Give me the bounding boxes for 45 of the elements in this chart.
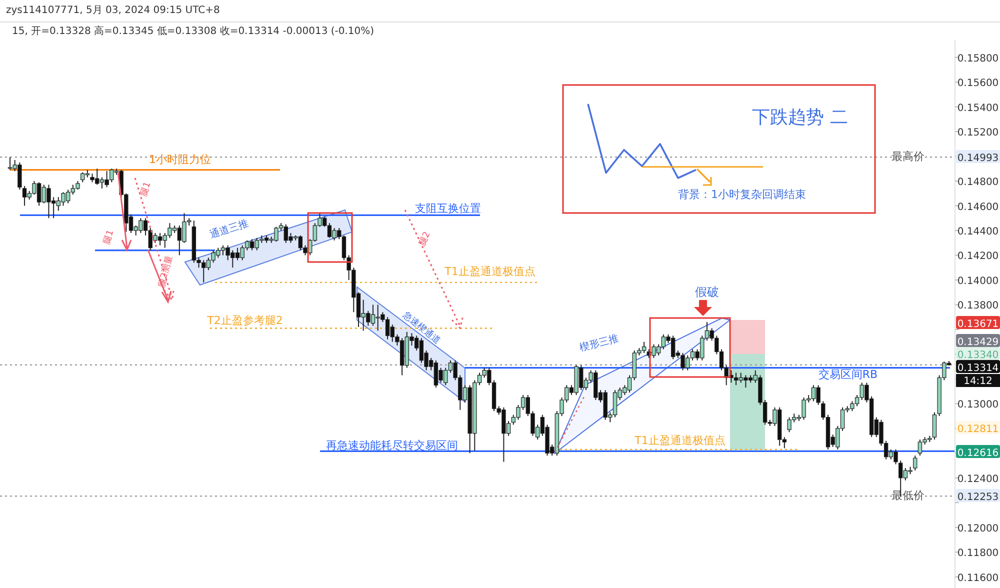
candlestick	[932, 412, 937, 440]
text: 0.13671	[957, 319, 999, 330]
annotation: 通道三推	[208, 217, 250, 242]
y-tick-label: 0.14000	[957, 276, 999, 287]
y-tick-label: 0.13800	[957, 300, 999, 312]
text: 0.12811	[957, 424, 999, 435]
chart-subtitle: 15, 开=0.13328 高=0.13345 低=0.13308 收=0.13314 -0.00013 (-0.10%)	[12, 25, 374, 37]
text: 0.13429	[957, 337, 999, 348]
y-tick-label: 0.15800	[957, 53, 999, 64]
ref-line-label: 最高价	[892, 150, 924, 163]
ref-line-label: 支阻互换位置	[415, 202, 481, 215]
annotation: 腿1	[100, 228, 116, 246]
ref-line-label: T2止盈参考腿2	[206, 314, 283, 327]
y-tick-label: 0.14800	[957, 177, 999, 188]
y-tick-label: 0.15200	[957, 128, 999, 139]
text: 14:12	[964, 376, 992, 387]
y-tick-label: 0.13000	[957, 400, 999, 411]
y-tick-label: 0.11800	[957, 548, 999, 560]
text: 0.14993	[957, 153, 999, 164]
ref-line-label: T1止盈通道极值点	[444, 265, 536, 278]
annotation: 假破	[695, 285, 719, 299]
text: 0.13314	[957, 363, 999, 374]
text: 0.12616	[957, 448, 999, 459]
annotation: 背景：1小时复杂回调结束	[678, 188, 806, 201]
chart-title: zys114107771, 5月 03, 2024 09:15 UTC+8	[6, 5, 220, 16]
y-tick-label: 0.14600	[957, 202, 999, 213]
ref-line-label: 交易区间RB	[818, 368, 878, 381]
ref-line-label: T1止盈通道极值点	[634, 434, 726, 447]
annotation: 楔形三推	[578, 332, 620, 354]
y-tick-label: 0.12000	[957, 523, 999, 534]
y-tick-label: 0.14400	[957, 226, 999, 238]
y-tick-label: 0.12400	[957, 474, 999, 485]
candlestick	[913, 455, 918, 471]
y-tick-label: 0.11600	[957, 572, 999, 584]
y-tick-label: 0.15400	[957, 102, 999, 114]
ref-line-label: 最低价	[892, 489, 924, 502]
y-tick-label: 0.14200	[957, 251, 999, 262]
y-tick-label: 0.15600	[957, 78, 999, 90]
annotation: 下跌趋势 二	[752, 107, 848, 128]
annotation: 腿1	[138, 180, 154, 198]
annotation: 腿2	[416, 230, 433, 248]
text: 0.12253	[957, 492, 999, 503]
ref-line-label: 再急速动能耗尽转交易区间	[326, 439, 458, 452]
annotation: 急速楔通道	[400, 309, 443, 346]
text: 0.13340	[957, 350, 999, 361]
